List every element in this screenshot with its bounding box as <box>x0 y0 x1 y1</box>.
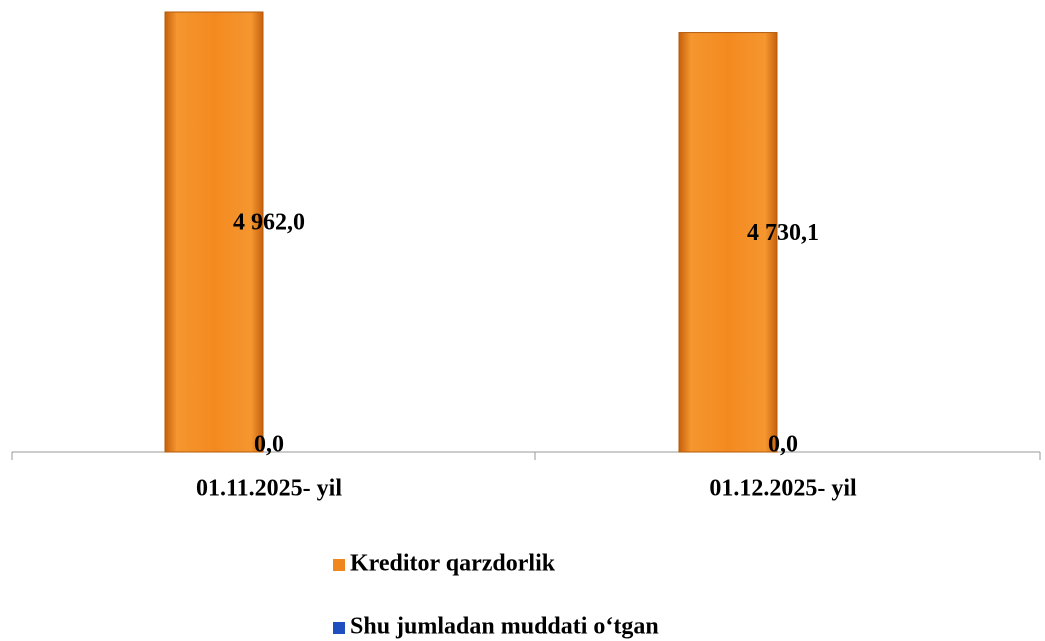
value-label: 0,0 <box>768 432 798 458</box>
legend-label: Shu jumladan muddati o‘tgan <box>350 614 659 640</box>
bar <box>164 11 264 453</box>
legend-marker <box>333 622 345 634</box>
bar <box>678 32 778 453</box>
value-label: 4 962,0 <box>233 210 305 236</box>
value-label: 0,0 <box>254 432 284 458</box>
x-tick-label: 01.12.2025- yil <box>709 476 857 502</box>
legend-marker <box>333 559 345 571</box>
legend-label: Kreditor qarzdorlik <box>350 551 556 577</box>
value-label: 4 730,1 <box>747 220 819 246</box>
x-tick-label: 01.11.2025- yil <box>196 476 342 502</box>
